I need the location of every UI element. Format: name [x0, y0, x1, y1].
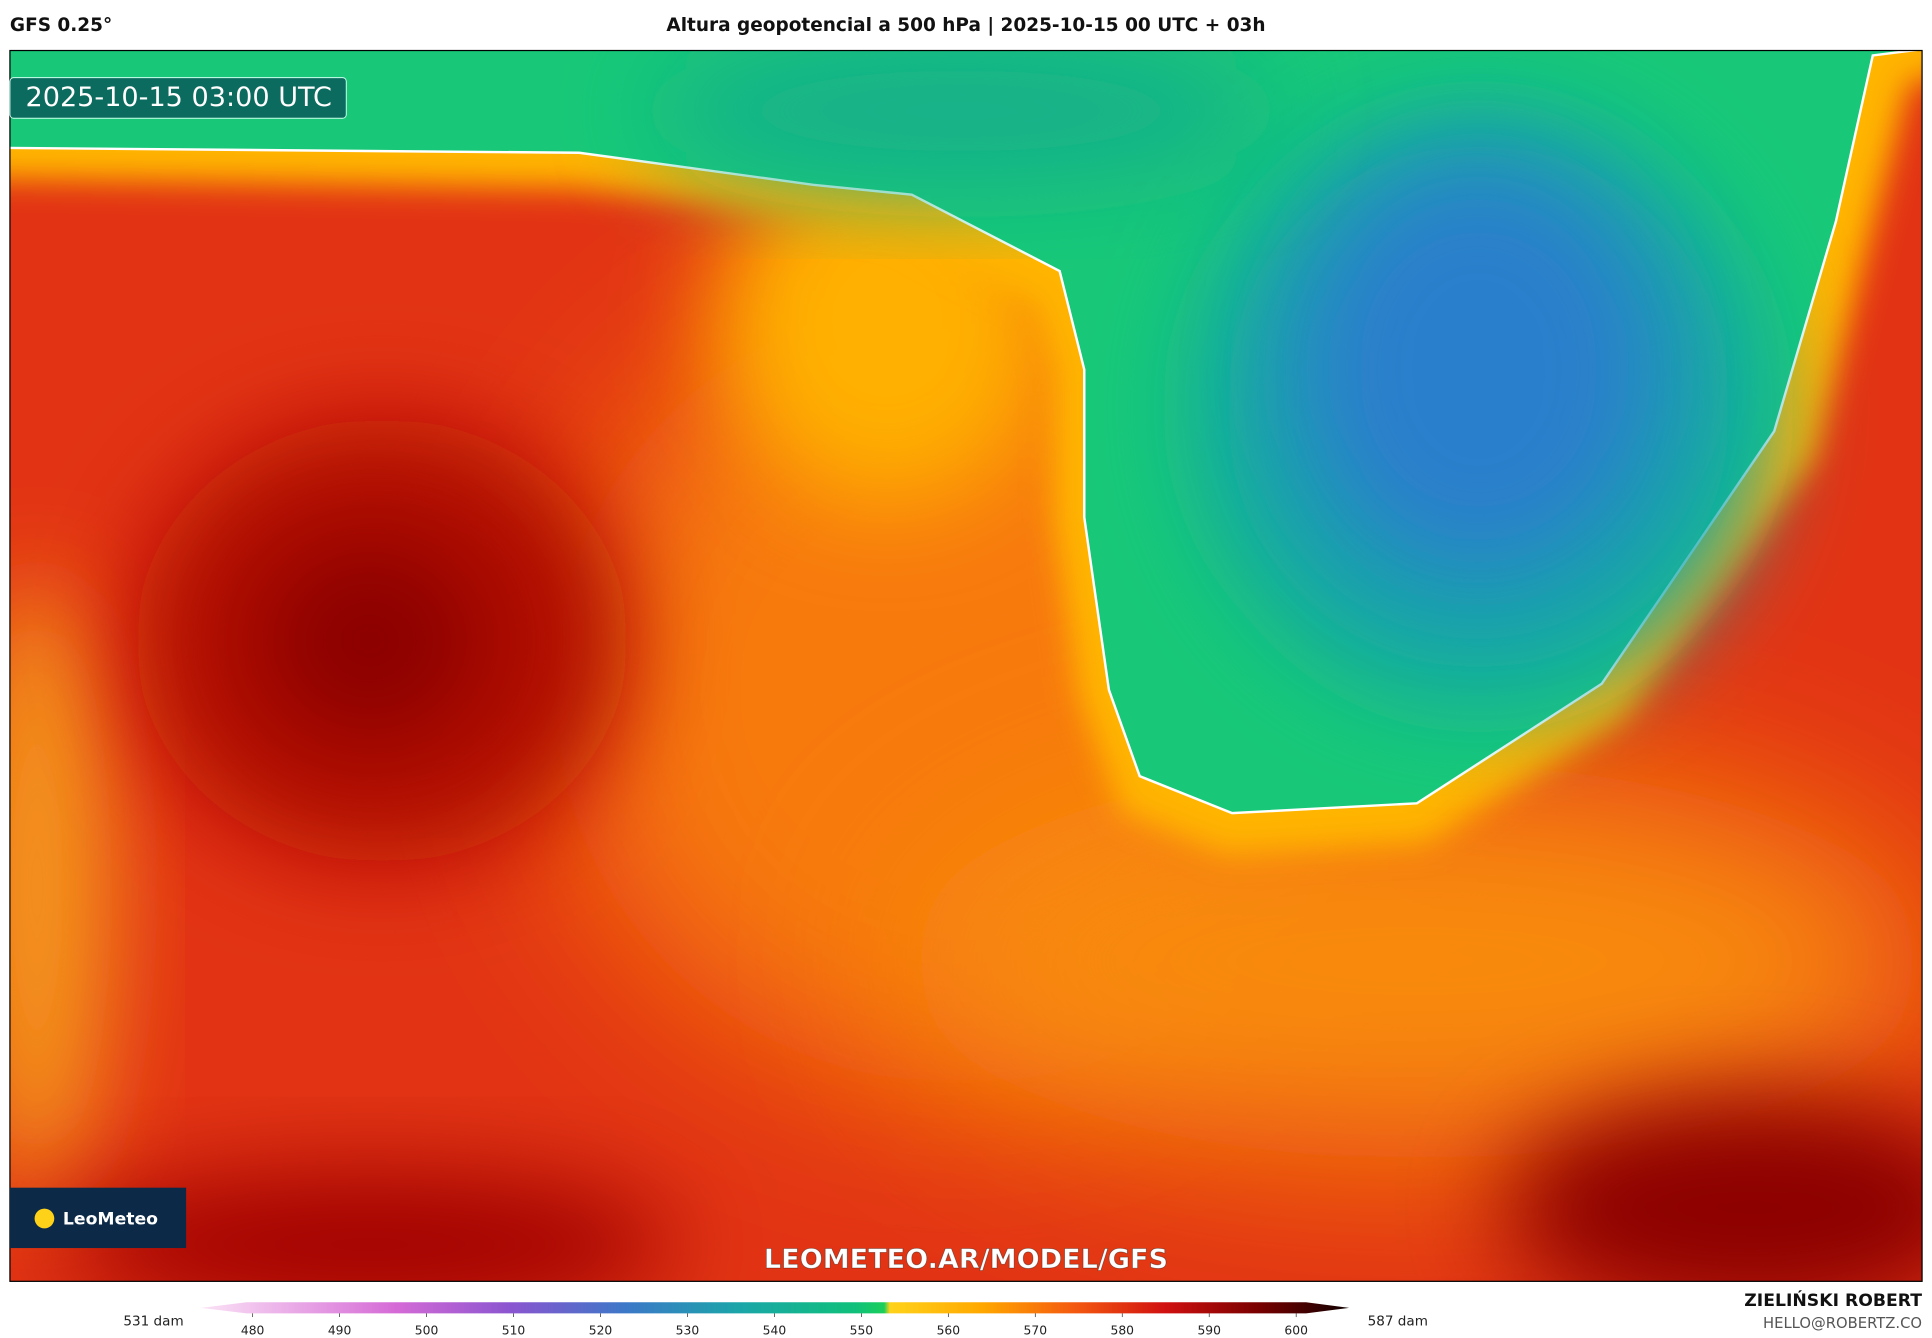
colorbar-tick-label: 520	[589, 1323, 613, 1337]
max-label: 587 dam	[1368, 1314, 1428, 1330]
colorbar-ticks: 480 490 500 510 520 530 540 550 560 570 580 590 600	[241, 1313, 1308, 1337]
min-label: 531 dam	[123, 1314, 183, 1330]
colorbar-tick-label: 480	[241, 1323, 265, 1337]
logo-sun	[34, 1208, 55, 1229]
timestamp: 2025-10-15 03:00 UTC	[25, 82, 331, 113]
map-title: Altura geopotencial a 500 hPa | 2025-10-…	[666, 15, 1265, 36]
logo-text: LeoMeteo	[63, 1210, 158, 1230]
colorbar-tick-label: 600	[1284, 1323, 1308, 1337]
timestamp-box	[9, 77, 347, 119]
colorbar-tick-label: 500	[415, 1323, 439, 1337]
colorbar-tick-label: 510	[502, 1323, 526, 1337]
colorbar-tick-label: 550	[850, 1323, 874, 1337]
colorbar-tick-label: 590	[1197, 1323, 1221, 1337]
colorbar-tick-label: 570	[1024, 1323, 1048, 1337]
colorbar	[200, 1302, 1350, 1314]
colorbar-tick-label: 540	[763, 1323, 787, 1337]
colorbar-tick-label: 490	[328, 1323, 352, 1337]
author: ZIELIŃSKI ROBERT	[1744, 1289, 1922, 1311]
colorbar-tick-label: 580	[1111, 1323, 1135, 1337]
model-label: GFS 0.25°	[10, 15, 112, 36]
colorbar-tick-label: 560	[937, 1323, 961, 1337]
colorbar-tick-label: 530	[676, 1323, 700, 1337]
contact: HELLO@ROBERTZ.CO	[1763, 1315, 1922, 1332]
watermark: LEOMETEO.AR/MODEL/GFS	[764, 1244, 1168, 1275]
